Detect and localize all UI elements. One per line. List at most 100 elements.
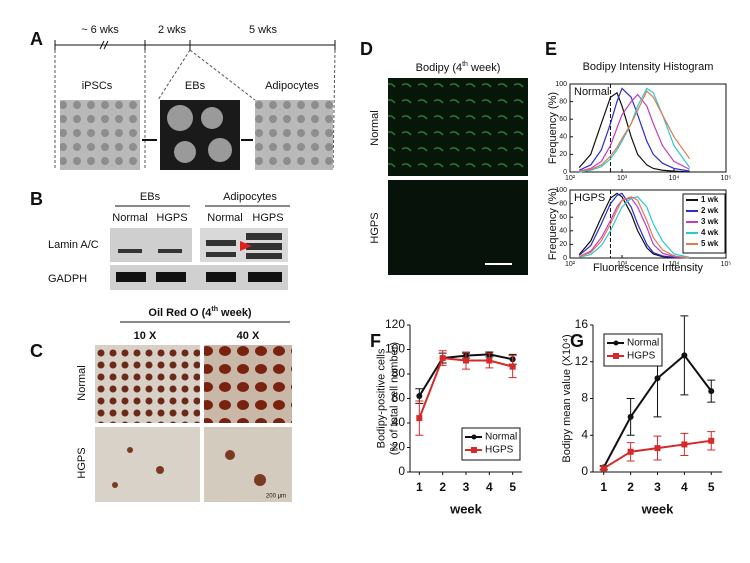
x-tick-label: 5 [708,480,715,494]
y-tick-label: 20 [392,440,406,454]
stage: EBs [185,80,206,92]
point [681,352,688,359]
legend-marker [613,353,619,359]
y-tick-label: 100 [385,342,405,356]
point [416,393,423,400]
row-label: Normal [369,110,381,145]
x-tick-label: 10² [565,175,576,182]
x-tick-label: 3 [654,480,661,494]
histogram-line [579,90,691,172]
point [463,357,469,364]
point [486,357,493,364]
legend-marker [471,447,477,453]
point [627,413,634,420]
legend-box [603,333,663,367]
lane-label: HGPS [252,212,283,224]
y-tick-label: 80 [559,98,567,105]
micrograph [60,100,140,170]
y-axis-label: Bodipy mean value (X10⁴) [561,334,573,462]
legend-label: 4 wk [701,228,719,237]
y-axis-label: Frequency (%) [547,92,559,164]
x-tick-label: 5 [509,480,516,494]
y-axis-label: Bodipy-positive cells [375,348,387,448]
lane-label: Normal [112,212,147,224]
y-tick-label: 40 [392,415,406,429]
panel-title: Oil Red O (4th week) [148,306,252,319]
duration: 5 wks [249,24,278,36]
point [708,388,715,395]
panel-title: Bodipy (4th week) [416,61,501,74]
row-label: Normal [76,365,88,400]
panel-label: B [30,189,43,209]
y-tick-label: 0 [563,255,567,262]
legend-label: Normal [627,338,659,349]
histogram-line [578,192,690,259]
x-tick-label: 1 [600,480,607,494]
column-label: 10 X [134,330,157,342]
duration: 2 wks [158,24,187,36]
legend-label: HGPS [627,351,656,362]
timeline [54,40,336,171]
subplot-label: Normal [574,86,609,98]
x-axis-label: week [641,501,675,516]
y-tick-label: 80 [392,366,406,380]
micrograph [255,100,333,170]
arrowhead [240,241,252,251]
y-tick-label: 80 [559,200,567,207]
legend-label: Normal [485,432,517,443]
y-tick-label: 60 [559,116,567,123]
panel-label: C [30,341,43,361]
blot [110,228,192,262]
point [600,465,607,472]
stage: iPSCs [82,80,113,92]
legend-label: HGPS [485,445,514,456]
legend-box [461,427,521,461]
chart-title: Bodipy Intensity Histogram [583,61,714,73]
duration: ~ 6 wks [81,24,119,36]
y-tick-label: 100 [555,187,567,194]
y-tick-label: 40 [559,228,567,235]
x-tick-label: 10³ [617,175,628,182]
x-tick-label: 10⁴ [669,261,680,268]
panel-label: A [30,29,43,49]
point [708,437,715,444]
group-label: Adipocytes [223,191,277,203]
legend-marker [471,434,477,440]
y-tick-label: 0 [398,464,405,478]
point [416,415,423,422]
panel-label: E [545,39,557,59]
point [439,355,446,362]
point [509,363,516,370]
y-tick-label: 12 [575,354,589,368]
y-axis-label: (% of total cell number) [388,342,400,455]
panel-label: F [370,331,381,351]
histogram-line [578,192,690,259]
row-label: HGPS [369,212,381,243]
band-label: GADPH [48,273,87,285]
legend-label: 2 wk [701,206,719,215]
point [627,448,634,455]
histogram-line [579,93,690,172]
lane-label: Normal [207,212,242,224]
y-axis-label: Frequency (%) [547,188,559,260]
column-label: 40 X [237,330,260,342]
y-tick-label: 40 [559,134,567,141]
x-tick-label: 2 [627,480,634,494]
scale-bar-label: 200 μm [266,494,286,500]
x-tick-label: 1 [416,480,423,494]
row-label: HGPS [76,447,88,478]
histogram-line [579,196,690,258]
y-tick-label: 0 [581,464,588,478]
x-tick-label: 4 [681,480,688,494]
y-tick-label: 120 [385,317,405,331]
y-tick-label: 20 [559,241,567,248]
y-tick-label: 0 [563,169,567,176]
band-label: Lamin A/C [48,239,99,251]
point [654,375,661,382]
point [654,445,661,452]
x-tick-label: 4 [486,480,493,494]
x-tick-label: 10⁴ [669,175,680,182]
micrograph [95,345,200,423]
y-tick-label: 20 [559,151,567,158]
